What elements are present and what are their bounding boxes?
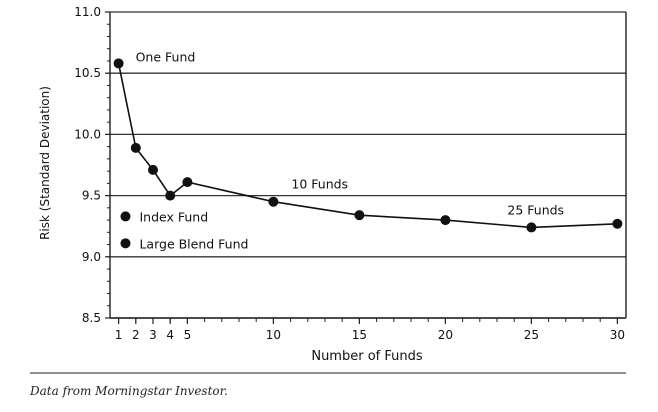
x-tick-label: 3 xyxy=(149,328,157,342)
data-point xyxy=(612,218,623,229)
x-tick-label: 30 xyxy=(610,328,625,342)
annotation: 25 Funds xyxy=(507,202,564,217)
x-tick-label: 5 xyxy=(184,328,192,342)
labeled-point-label: Large Blend Fund xyxy=(139,236,248,251)
y-tick-label: 10.5 xyxy=(74,66,101,80)
x-tick-label: 10 xyxy=(266,328,281,342)
data-point xyxy=(165,190,176,201)
x-tick-label: 15 xyxy=(352,328,367,342)
y-tick-label: 11.0 xyxy=(74,5,101,19)
data-point xyxy=(148,164,158,175)
data-point xyxy=(440,215,451,226)
labeled-point-label: Index Fund xyxy=(139,209,208,224)
x-tick-label: 2 xyxy=(132,328,140,342)
x-tick-label: 4 xyxy=(166,328,174,342)
x-tick-label: 25 xyxy=(524,328,539,342)
data-point xyxy=(182,177,193,188)
annotation: One Fund xyxy=(136,49,196,64)
y-axis-label: Risk (Standard Deviation) xyxy=(38,86,52,240)
annotations: One Fund 10 Funds 25 Funds xyxy=(136,49,564,217)
y-tick-label: 9.0 xyxy=(82,250,101,264)
labeled-point-marker xyxy=(120,211,131,222)
labeled-point-marker xyxy=(120,238,131,249)
data-point xyxy=(268,196,279,207)
data-point xyxy=(113,58,124,69)
source-note: Data from Morningstar Investor. xyxy=(30,384,228,398)
x-tick-label: 1 xyxy=(115,328,123,342)
extra-points: Index Fund Large Blend Fund xyxy=(120,209,248,251)
data-point xyxy=(526,222,537,233)
y-tick-label: 8.5 xyxy=(82,311,101,325)
y-tick-label: 9.5 xyxy=(82,189,101,203)
axes xyxy=(105,11,627,324)
series-line xyxy=(117,63,618,229)
x-axis-label: Number of Funds xyxy=(311,349,423,364)
data-point xyxy=(130,142,141,153)
annotation: 10 Funds xyxy=(291,177,348,192)
tick-labels: 8.5 9.0 9.5 10.0 10.5 11.0 1 2 3 4 5 10 15 20 25 30 xyxy=(74,5,625,342)
data-point xyxy=(354,210,365,221)
data-series xyxy=(113,58,623,233)
x-tick-label: 20 xyxy=(438,328,453,342)
y-tick-label: 10.0 xyxy=(74,127,101,141)
